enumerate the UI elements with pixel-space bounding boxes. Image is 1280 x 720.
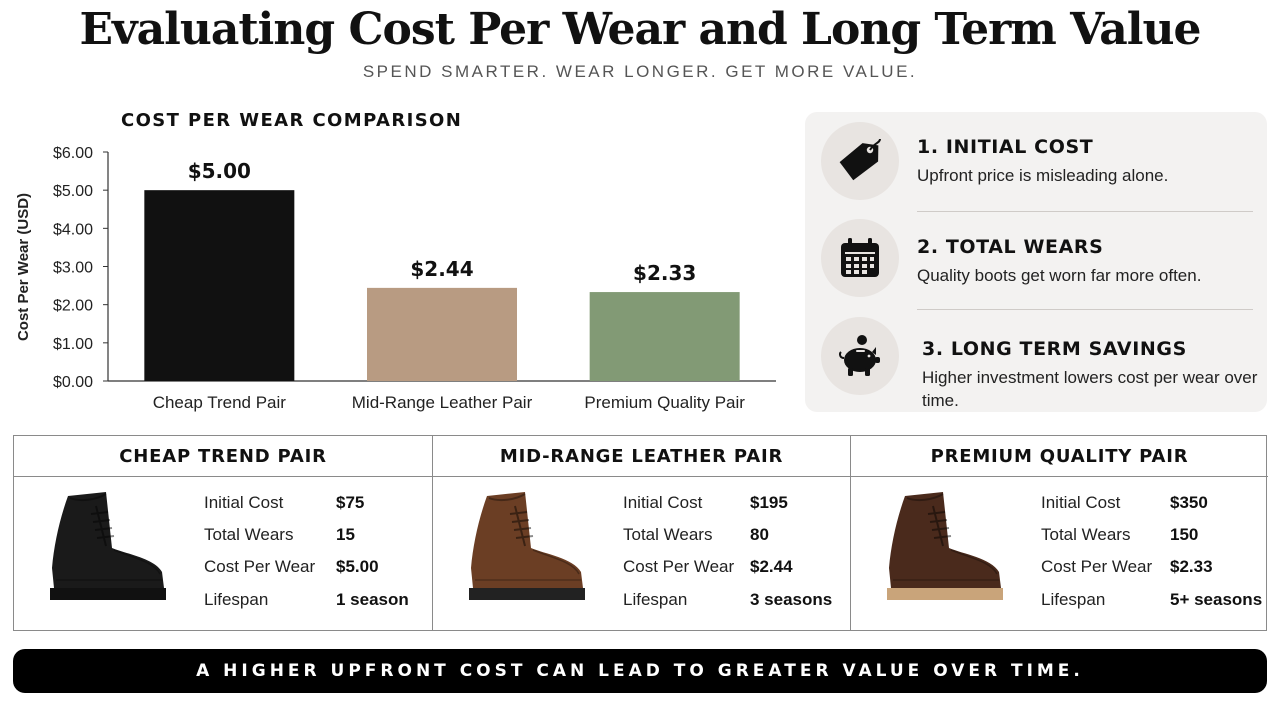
bar-1 [144, 190, 295, 381]
x-category-label: Cheap Trend Pair [153, 393, 287, 412]
detail-row: Cost Per Wear $5.00 [204, 557, 429, 583]
detail-row: Initial Cost $195 [623, 493, 848, 519]
divider [917, 309, 1253, 310]
detail-value: 80 [750, 525, 769, 544]
factor-description: Quality boots get worn far more often. [917, 266, 1202, 285]
y-axis-label: Cost Per Wear (USD) [15, 193, 32, 341]
factor-description: Upfront price is misleading alone. [917, 166, 1169, 185]
boot-icon [50, 492, 166, 600]
detail-value: $350 [1170, 493, 1208, 512]
chart-title: COST PER WEAR COMPARISON [121, 110, 463, 131]
boot-icon [469, 492, 585, 600]
footer-banner: A HIGHER UPFRONT COST CAN LEAD TO GREATE… [13, 649, 1267, 693]
detail-value: $75 [336, 493, 365, 512]
boot-icon [887, 492, 1003, 600]
detail-value: $2.44 [750, 557, 793, 576]
bar-3 [589, 292, 740, 381]
column-header: CHEAP TREND PAIR [14, 436, 432, 477]
detail-label: Lifespan [1041, 590, 1106, 609]
comparison-column-mid-range: MID-RANGE LEATHER PAIR Initial Cost $195 … [432, 436, 850, 630]
detail-value: 1 season [336, 590, 409, 609]
detail-value: $5.00 [336, 557, 379, 576]
detail-row: Lifespan 5+ seasons [1041, 590, 1266, 616]
detail-value: $195 [750, 493, 788, 512]
detail-row: Lifespan 1 season [204, 590, 429, 616]
factor-description: Higher investment lowers cost per wear o… [922, 368, 1258, 410]
detail-row: Initial Cost $75 [204, 493, 429, 519]
detail-row: Total Wears 150 [1041, 525, 1266, 551]
detail-label: Lifespan [204, 590, 269, 609]
bar-value-label: $2.44 [410, 257, 473, 281]
value-factors-panel: 1. INITIAL COST Upfront price is mislead… [805, 112, 1267, 412]
detail-row: Initial Cost $350 [1041, 493, 1266, 519]
bar-value-label: $5.00 [188, 159, 251, 183]
y-tick-label: $1.00 [53, 336, 93, 353]
page-subtitle: SPEND SMARTER. WEAR LONGER. GET MORE VAL… [362, 62, 918, 81]
detail-label: Total Wears [1041, 525, 1131, 544]
detail-label: Total Wears [623, 525, 713, 544]
page-title: Evaluating Cost Per Wear and Long Term V… [79, 4, 1202, 55]
detail-row: Total Wears 15 [204, 525, 429, 551]
detail-value: 3 seasons [750, 590, 833, 609]
cost-per-wear-bar-chart: $0.00 $1.00 $2.00 $3.00 $4.00 $5.00 $6.00 Cost … [15, 145, 776, 412]
factor-total-wears: 2. TOTAL WEARS Quality boots get worn fa… [805, 214, 1267, 304]
detail-label: Lifespan [623, 590, 688, 609]
detail-row: Cost Per Wear $2.44 [623, 557, 848, 583]
y-tick-label: $5.00 [53, 183, 93, 200]
y-tick-label: $3.00 [53, 260, 93, 277]
x-category-label: Premium Quality Pair [584, 393, 745, 412]
detail-value: 5+ seasons [1170, 590, 1263, 609]
calendar-icon [821, 219, 899, 297]
comparison-column-cheap: CHEAP TREND PAIR Initial Cost $75 Total W… [14, 436, 432, 630]
detail-label: Initial Cost [1041, 493, 1121, 512]
factor-title: 3. LONG TERM SAVINGS [922, 338, 1187, 360]
detail-row: Total Wears 80 [623, 525, 848, 551]
detail-label: Total Wears [204, 525, 294, 544]
detail-row: Lifespan 3 seasons [623, 590, 848, 616]
y-tick-label: $6.00 [53, 145, 93, 162]
y-tick-label: $4.00 [53, 221, 93, 238]
factor-long-term-savings: 3. LONG TERM SAVINGS Higher investment l… [805, 312, 1267, 410]
price-tag-icon [821, 122, 899, 200]
factor-title: 1. INITIAL COST [917, 136, 1094, 158]
factor-title: 2. TOTAL WEARS [917, 236, 1104, 258]
column-header: MID-RANGE LEATHER PAIR [433, 436, 850, 477]
factor-initial-cost: 1. INITIAL COST Upfront price is mislead… [805, 112, 1267, 202]
detail-value: 150 [1170, 525, 1199, 544]
bar-value-label: $2.33 [633, 261, 696, 285]
piggy-bank-icon [821, 317, 899, 395]
detail-row: Cost Per Wear $2.33 [1041, 557, 1266, 583]
detail-label: Cost Per Wear [1041, 557, 1153, 576]
detail-label: Cost Per Wear [623, 557, 735, 576]
detail-label: Initial Cost [204, 493, 284, 512]
x-category-label: Mid-Range Leather Pair [352, 393, 533, 412]
bar-2 [367, 287, 517, 381]
detail-label: Initial Cost [623, 493, 703, 512]
y-tick-label: $0.00 [53, 374, 93, 391]
divider [917, 211, 1253, 212]
detail-value: 15 [336, 525, 355, 544]
y-tick-label: $2.00 [53, 298, 93, 315]
column-header: PREMIUM QUALITY PAIR [851, 436, 1268, 477]
detail-label: Cost Per Wear [204, 557, 316, 576]
detail-value: $2.33 [1170, 557, 1213, 576]
comparison-table: CHEAP TREND PAIR Initial Cost $75 Total W… [13, 435, 1268, 631]
comparison-column-premium: PREMIUM QUALITY PAIR Initial Cost $350 To… [850, 436, 1268, 630]
